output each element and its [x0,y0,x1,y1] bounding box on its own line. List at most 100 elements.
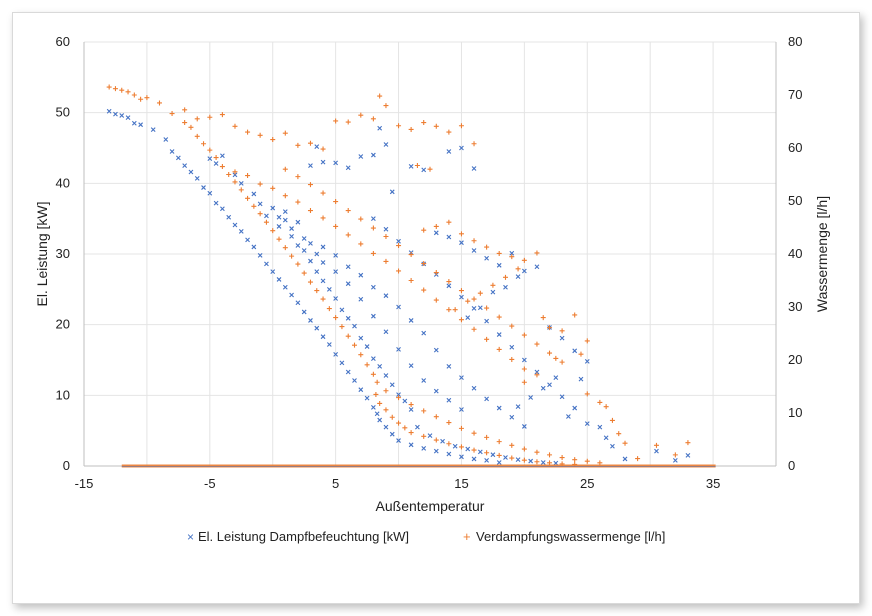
data-point-verdampfung [509,323,515,329]
legend: × El. Leistung Dampfbefeuchtung [kW] + V… [187,529,665,544]
data-point-verdampfung [521,257,527,263]
data-point-el-leistung [383,329,389,335]
data-point-el-leistung [188,169,194,175]
data-point-el-leistung [503,284,508,290]
data-point-verdampfung [421,261,427,267]
data-point-el-leistung [396,304,401,310]
grid-lines [83,41,777,467]
data-point-el-leistung [320,260,326,265]
data-point-verdampfung [295,261,301,267]
data-point-el-leistung [446,234,452,240]
data-point-el-leistung [345,369,351,375]
data-point-el-leistung [584,359,590,364]
data-point-verdampfung [333,223,339,229]
data-point-el-leistung [383,142,389,147]
y2-axis-label: Wassermenge [l/h] [814,196,830,312]
data-point-el-leistung [276,224,282,229]
data-point-verdampfung [458,123,464,129]
data-point-verdampfung [396,123,402,129]
data-point-verdampfung [597,460,603,466]
data-point-el-leistung [370,356,376,361]
data-point-el-leistung [282,209,288,214]
data-point-verdampfung [433,123,439,129]
data-point-verdampfung [307,279,313,285]
data-point-el-leistung [301,236,307,241]
data-point-verdampfung [307,208,313,214]
data-point-el-leistung [459,294,464,300]
y-tick-label: 20 [56,317,70,332]
data-point-verdampfung [421,227,427,233]
data-point-verdampfung [496,452,502,458]
data-point-el-leistung [374,411,380,417]
data-point-el-leistung [245,237,250,243]
data-point-verdampfung [333,118,339,124]
data-point-verdampfung [547,350,553,356]
data-point-verdampfung [370,371,376,377]
data-point-verdampfung [622,440,628,446]
data-point-el-leistung [396,438,401,443]
data-point-el-leistung [333,351,339,357]
x-tick-label: 5 [332,476,339,491]
data-point-verdampfung [226,172,232,177]
data-point-verdampfung [421,408,427,414]
data-point-el-leistung [320,159,326,165]
data-point-el-leistung [370,216,376,222]
data-point-verdampfung [521,332,527,338]
data-point-verdampfung [534,459,540,465]
data-point-verdampfung [496,439,502,445]
data-point-verdampfung [301,270,307,276]
data-point-verdampfung [408,126,414,132]
data-point-el-leistung [220,153,225,159]
data-point-el-leistung [534,264,540,270]
data-point-verdampfung [232,169,238,175]
data-point-el-leistung [264,213,269,219]
data-point-el-leistung [150,127,156,133]
data-point-verdampfung [232,179,238,185]
data-point-el-leistung [572,405,578,411]
data-point-el-leistung [566,414,571,419]
data-point-verdampfung [207,147,213,153]
data-point-verdampfung [333,315,339,321]
data-point-verdampfung [502,274,508,280]
data-point-verdampfung [515,266,521,272]
data-point-verdampfung [320,296,326,302]
data-point-el-leistung [515,457,521,463]
data-point-el-leistung [289,226,294,231]
data-point-verdampfung [616,431,622,437]
data-point-verdampfung [685,440,691,446]
data-point-verdampfung [496,346,502,352]
data-point-el-leistung [396,238,401,244]
axes: -15 -5 5 15 25 35 0 10 20 30 40 50 60 0 10 20 30 40 50 60 70… [56,34,803,491]
data-point-el-leistung [440,438,445,444]
data-point-el-leistung [169,149,175,154]
data-point-verdampfung [471,326,477,332]
data-point-verdampfung [119,87,125,93]
data-point-verdampfung [383,407,389,413]
data-point-el-leistung [320,278,326,284]
data-point-el-leistung [125,115,131,121]
data-point-verdampfung [207,114,213,120]
data-point-el-leistung [289,292,294,298]
data-point-verdampfung [672,452,678,458]
data-point-el-leistung [314,144,320,149]
data-point-verdampfung [553,355,559,361]
data-point-el-leistung [490,289,496,295]
data-point-verdampfung [578,351,584,357]
data-point-verdampfung [597,399,603,405]
data-point-verdampfung [188,124,194,130]
data-point-verdampfung [446,307,452,313]
data-point-el-leistung [408,318,414,323]
data-point-el-leistung [383,424,389,430]
data-point-verdampfung [295,199,301,205]
data-point-verdampfung [373,391,379,397]
x-tick-label: 35 [706,476,720,491]
data-point-verdampfung [509,455,515,461]
y-tick-label: 0 [63,458,70,473]
data-point-el-leistung [459,375,464,381]
data-point-verdampfung [169,111,175,117]
data-point-verdampfung [446,129,452,135]
series-el-leistung [106,108,691,466]
data-point-verdampfung [383,388,389,394]
data-point-el-leistung [301,248,307,253]
data-point-verdampfung [635,456,641,462]
